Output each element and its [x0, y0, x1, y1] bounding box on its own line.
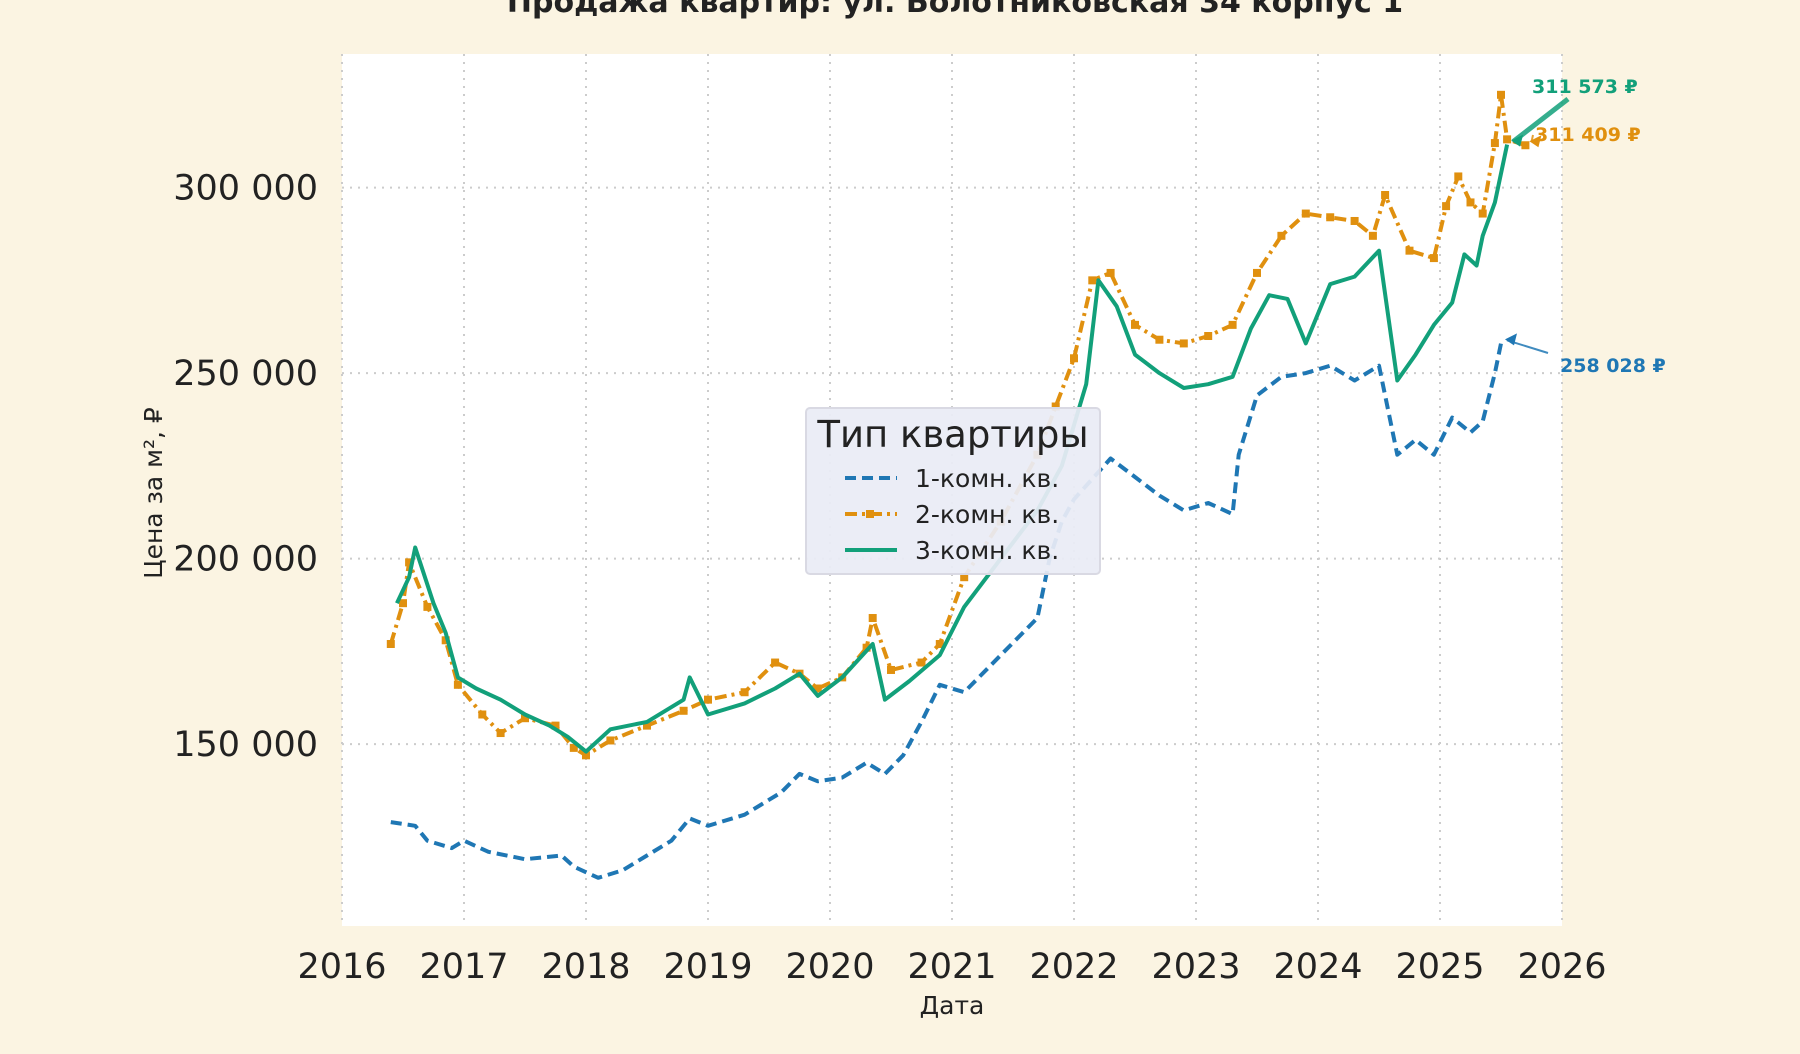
annotation-label: 311 409 ₽: [1535, 124, 1641, 146]
series-marker: [1521, 141, 1530, 150]
series-marker: [478, 710, 487, 719]
series-marker: [771, 658, 780, 667]
x-tick-label: 2022: [1029, 947, 1118, 987]
series-marker: [1442, 202, 1451, 211]
y-tick-label: 250 000: [173, 354, 318, 394]
series-marker: [1051, 402, 1060, 411]
series-marker: [935, 639, 944, 648]
x-tick-label: 2017: [419, 947, 508, 987]
series-marker: [582, 751, 590, 760]
series-marker: [1454, 172, 1463, 181]
series-marker: [740, 688, 749, 697]
series-marker: [813, 684, 822, 693]
series-marker: [917, 658, 926, 667]
x-tick-label: 2016: [297, 947, 386, 987]
legend-entries: 1-комн. кв. 2-комн. кв. 3-комн. кв.: [845, 464, 1059, 565]
annotation-arrowhead: [1529, 135, 1542, 148]
tick-labels: 2016 2017 2018 2019 2020 2021 2022 2023 2024 2025…: [173, 169, 1606, 987]
x-axis-label: Дата: [920, 991, 985, 1020]
x-tick-label: 2020: [785, 947, 874, 987]
series-line-3: [395, 144, 1510, 754]
annotation-arrowhead: [1505, 333, 1517, 346]
x-tick-label: 2019: [663, 947, 752, 987]
legend-label: 1-комн. кв.: [915, 464, 1059, 493]
series-marker: [423, 602, 432, 611]
x-tick-label: 2024: [1273, 947, 1362, 987]
series-marker: [399, 599, 407, 608]
x-tick-label: 2023: [1151, 947, 1240, 987]
annotation-label: 311 573 ₽: [1532, 76, 1638, 98]
series-marker: [1253, 268, 1261, 277]
legend-box: [805, 407, 1101, 575]
series-marker: [1155, 335, 1164, 344]
series-marker: [1228, 320, 1237, 329]
series-marker: [1429, 254, 1438, 263]
series-marker: [1368, 231, 1377, 240]
x-tick-label: 2018: [541, 947, 630, 987]
series-marker: [862, 643, 871, 652]
x-tick-label: 2021: [907, 947, 996, 987]
y-tick-label: 200 000: [173, 540, 318, 580]
y-tick-label: 150 000: [173, 725, 318, 765]
series-marker: [1204, 332, 1213, 341]
series-marker: [1277, 231, 1286, 240]
series-marker: [1326, 213, 1335, 222]
legend-title: Тип квартиры: [816, 413, 1088, 456]
annotation-arrow: [1511, 97, 1570, 144]
series-marker: [1490, 139, 1499, 148]
y-tick-label: 300 000: [173, 169, 318, 209]
series-marker: [1301, 209, 1310, 218]
series-marker: [1179, 339, 1188, 348]
annotation-label: 258 028 ₽: [1560, 355, 1666, 377]
legend-label: 3-комн. кв.: [915, 536, 1059, 565]
series-marker: [1478, 209, 1487, 218]
series-marker: [496, 729, 505, 738]
series-marker: [1466, 198, 1475, 207]
series-marker: [643, 721, 651, 730]
annotations: 311 573 ₽ 311 409 ₽ 258 028 ₽: [1505, 76, 1666, 377]
series-marker: [1497, 90, 1505, 99]
series-marker: [1106, 268, 1115, 277]
grid-lines: [341, 54, 1563, 926]
series-marker: [960, 573, 969, 582]
series-marker: [606, 736, 615, 745]
series-marker: [868, 614, 877, 623]
chart-title: Продажа квартир: ул. Болотниковская 34 к…: [507, 0, 1403, 20]
annotation-arrowhead: [1511, 134, 1524, 147]
series-marker: [386, 639, 395, 648]
series-marker: [1503, 135, 1512, 144]
series-marker: [453, 680, 462, 689]
legend-marker: [866, 510, 874, 518]
series-marker: [704, 695, 712, 704]
y-axis-label: Цена за м², ₽: [139, 407, 168, 579]
series-marker: [1070, 354, 1078, 363]
series-line-1: [390, 342, 1503, 880]
series-marker: [1350, 216, 1359, 225]
series-marker: [887, 665, 895, 674]
series-marker: [679, 706, 688, 715]
series-marker: [1381, 191, 1390, 200]
series-marker: [569, 743, 578, 752]
series-marker: [1405, 246, 1414, 255]
series-marker: [1088, 276, 1097, 285]
x-tick-label: 2025: [1395, 947, 1484, 987]
series-marker: [521, 714, 529, 723]
legend-label: 2-комн. кв.: [915, 500, 1059, 529]
legend: Тип квартиры 1-комн. кв. 2-комн. кв. 3-ком…: [805, 407, 1101, 575]
series-marker: [405, 558, 414, 567]
x-tick-label: 2026: [1517, 947, 1606, 987]
series-marker: [1131, 320, 1139, 329]
series-marker: [551, 721, 560, 730]
